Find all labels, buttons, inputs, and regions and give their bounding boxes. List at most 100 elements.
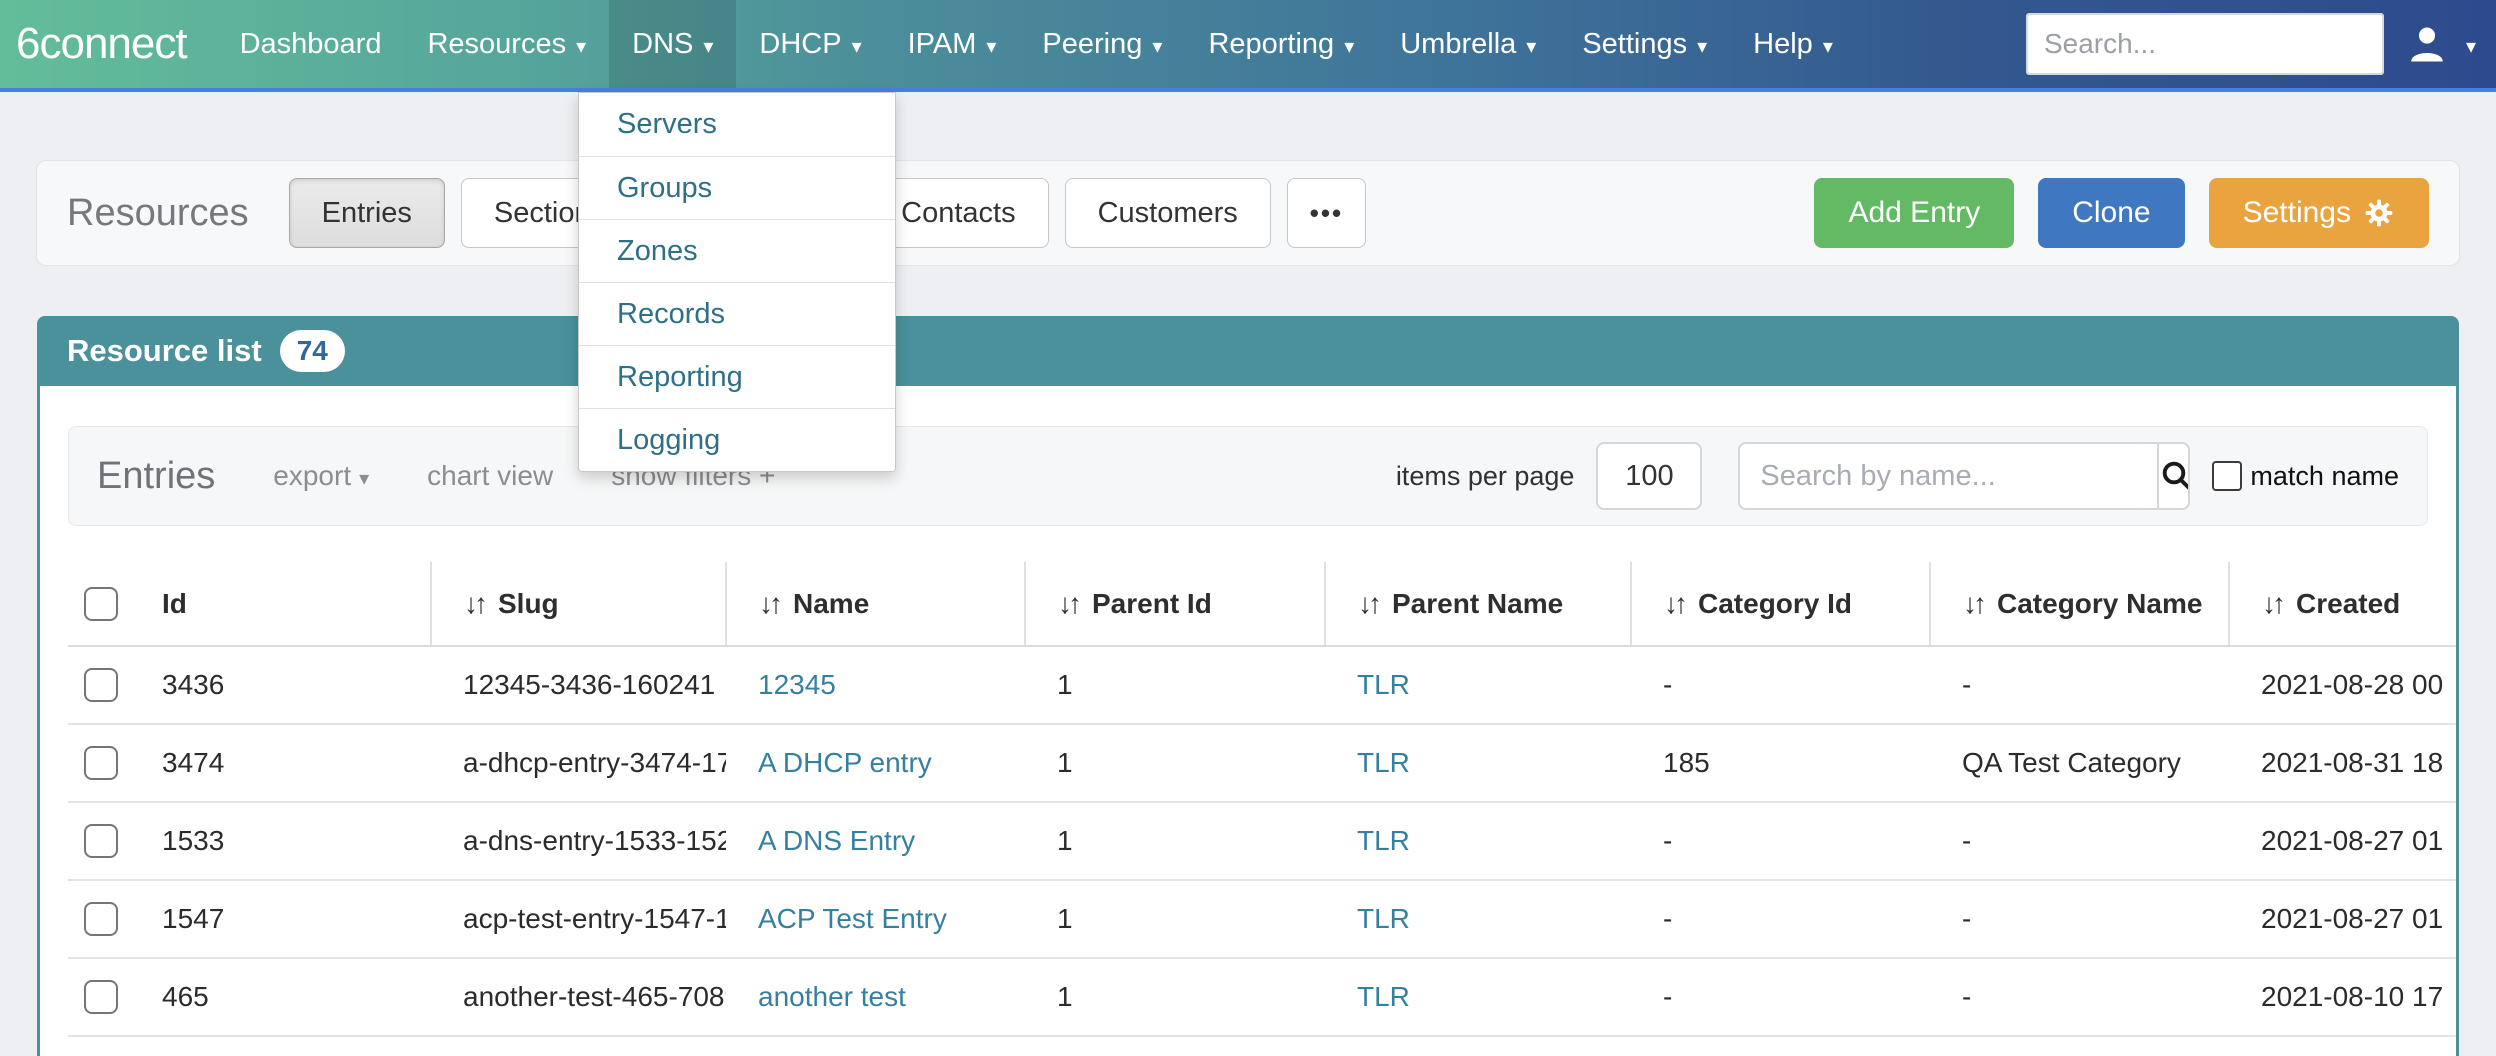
chevron-down-icon: ▾: [2466, 34, 2476, 59]
count-badge: 74: [280, 330, 345, 372]
entries-table-wrap: Id Slug Name Parent Id Parent Name Categ…: [68, 562, 2456, 1037]
nav-item-peering[interactable]: Peering▾: [1019, 0, 1185, 88]
column-header-created[interactable]: Created: [2229, 562, 2456, 646]
entry-name-link[interactable]: A DNS Entry: [758, 825, 915, 856]
sort-icon: [2262, 588, 2286, 620]
entries-table: Id Slug Name Parent Id Parent Name Categ…: [68, 562, 2456, 1037]
name-search: [1738, 442, 2190, 510]
top-nav: 6connect Dashboard Resources▾ DNS▾ DHCP▾…: [0, 0, 2496, 92]
global-search-input[interactable]: [2028, 15, 2384, 73]
sort-icon: [464, 588, 488, 620]
parent-name-link[interactable]: TLR: [1357, 825, 1410, 856]
sort-icon: [759, 588, 783, 620]
row-checkbox[interactable]: [84, 824, 118, 858]
column-header-parent-name[interactable]: Parent Name: [1325, 562, 1631, 646]
name-search-button[interactable]: [2157, 444, 2190, 508]
table-row: 465 another-test-465-70893 another test …: [68, 958, 2456, 1036]
chevron-down-icon: ▾: [852, 34, 862, 59]
chevron-down-icon: ▾: [703, 34, 713, 59]
items-per-page-label: items per page: [1396, 461, 1575, 492]
chevron-down-icon: ▾: [1152, 34, 1162, 59]
match-name-checkbox[interactable]: [2212, 461, 2242, 491]
nav-item-resources[interactable]: Resources▾: [404, 0, 609, 88]
chart-view-link[interactable]: chart view: [427, 460, 553, 492]
dns-menu-item-records[interactable]: Records: [579, 282, 895, 345]
panel-title: Resource list: [67, 333, 262, 369]
select-all-checkbox[interactable]: [84, 587, 118, 621]
nav-right-group: ▾: [2026, 0, 2476, 88]
nav-item-reporting[interactable]: Reporting▾: [1185, 0, 1377, 88]
table-header-row: Id Slug Name Parent Id Parent Name Categ…: [68, 562, 2456, 646]
row-checkbox[interactable]: [84, 980, 118, 1014]
resource-list-body: Entries export▾ chart view show filters …: [37, 386, 2459, 1056]
nav-item-dhcp[interactable]: DHCP▾: [736, 0, 884, 88]
entry-name-link[interactable]: another test: [758, 981, 906, 1012]
parent-name-link[interactable]: TLR: [1357, 669, 1410, 700]
column-header-category-name[interactable]: Category Name: [1930, 562, 2229, 646]
entry-name-link[interactable]: 12345: [758, 669, 836, 700]
parent-name-link[interactable]: TLR: [1357, 747, 1410, 778]
row-checkbox[interactable]: [84, 746, 118, 780]
dns-menu-item-servers[interactable]: Servers: [579, 93, 895, 156]
parent-name-link[interactable]: TLR: [1357, 903, 1410, 934]
main-menu: Dashboard Resources▾ DNS▾ DHCP▾ IPAM▾ Pe…: [217, 0, 1856, 88]
entries-toolbar: Entries export▾ chart view show filters …: [68, 426, 2428, 526]
column-header-slug[interactable]: Slug: [431, 562, 726, 646]
row-checkbox[interactable]: [84, 902, 118, 936]
toolbar-right-group: items per page match name: [1396, 442, 2399, 510]
sort-icon: [1963, 588, 1987, 620]
column-header-parent-id[interactable]: Parent Id: [1025, 562, 1325, 646]
dns-menu-item-groups[interactable]: Groups: [579, 156, 895, 219]
match-name-label: match name: [2250, 461, 2399, 492]
chevron-down-icon: ▾: [1526, 34, 1536, 59]
column-header-id[interactable]: Id: [146, 562, 431, 646]
search-icon: [2159, 458, 2190, 494]
export-dropdown[interactable]: export▾: [273, 460, 369, 492]
entries-title: Entries: [97, 455, 215, 498]
entry-name-link[interactable]: ACP Test Entry: [758, 903, 947, 934]
table-row: 3436 12345-3436-160241 12345 1 TLR - - 2…: [68, 646, 2456, 724]
dns-menu-item-reporting[interactable]: Reporting: [579, 345, 895, 408]
chevron-down-icon: ▾: [1823, 34, 1833, 59]
row-checkbox[interactable]: [84, 668, 118, 702]
header-actions: Add Entry Clone Settings: [1814, 178, 2429, 248]
table-row: 3474 a-dhcp-entry-3474-17... A DHCP entr…: [68, 724, 2456, 802]
page-title: Resources: [67, 192, 249, 235]
sort-icon: [1058, 588, 1082, 620]
parent-name-link[interactable]: TLR: [1357, 981, 1410, 1012]
dns-menu-item-zones[interactable]: Zones: [579, 219, 895, 282]
match-name-option: match name: [2212, 461, 2399, 492]
app-logo[interactable]: 6connect: [16, 19, 187, 69]
user-icon: [2406, 23, 2448, 65]
tab-entries[interactable]: Entries: [289, 178, 445, 248]
column-header-name[interactable]: Name: [726, 562, 1025, 646]
nav-item-dns[interactable]: DNS▾: [609, 0, 736, 88]
user-menu[interactable]: ▾: [2406, 23, 2476, 65]
sort-icon: [1664, 588, 1688, 620]
nav-item-umbrella[interactable]: Umbrella▾: [1377, 0, 1559, 88]
chevron-down-icon: ▾: [1697, 34, 1707, 59]
chevron-down-icon: ▾: [986, 34, 996, 59]
more-tabs-button[interactable]: •••: [1287, 178, 1366, 248]
dns-menu-item-logging[interactable]: Logging: [579, 408, 895, 471]
entry-name-link[interactable]: A DHCP entry: [758, 747, 932, 778]
add-entry-button[interactable]: Add Entry: [1814, 178, 2014, 248]
clone-button[interactable]: Clone: [2038, 178, 2184, 248]
items-per-page-input[interactable]: [1596, 442, 1702, 510]
settings-button[interactable]: Settings: [2209, 178, 2429, 248]
nav-item-help[interactable]: Help▾: [1730, 0, 1856, 88]
chevron-down-icon: ▾: [576, 34, 586, 59]
chevron-down-icon: ▾: [359, 468, 369, 490]
global-search: [2026, 13, 2384, 75]
nav-item-settings[interactable]: Settings▾: [1559, 0, 1730, 88]
dns-dropdown-menu: Servers Groups Zones Records Reporting L…: [578, 92, 896, 472]
name-search-input[interactable]: [1740, 444, 2157, 508]
resource-list-panel: Resource list 74 Entries export▾ chart v…: [37, 316, 2459, 1056]
nav-item-ipam[interactable]: IPAM▾: [885, 0, 1020, 88]
chevron-down-icon: ▾: [1344, 34, 1354, 59]
tab-customers[interactable]: Customers: [1065, 178, 1271, 248]
column-header-category-id[interactable]: Category Id: [1631, 562, 1930, 646]
nav-item-dashboard[interactable]: Dashboard: [217, 0, 405, 88]
sort-icon: [1358, 588, 1382, 620]
table-row: 1533 a-dns-entry-1533-152... A DNS Entry…: [68, 802, 2456, 880]
